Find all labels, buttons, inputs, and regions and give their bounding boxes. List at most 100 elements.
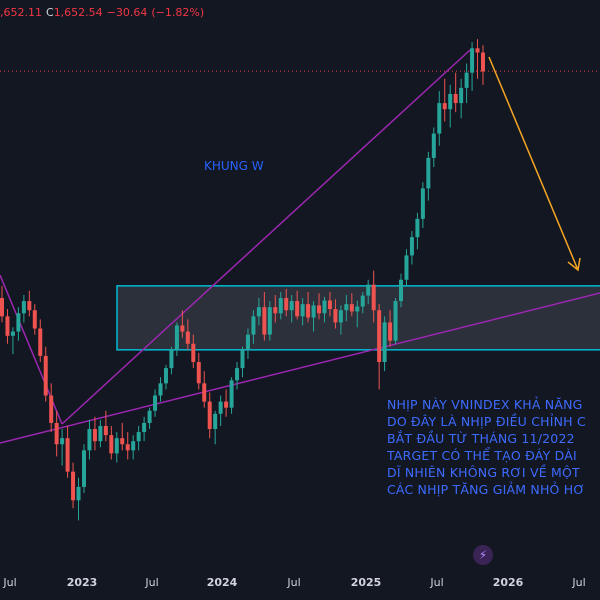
close-label: C xyxy=(46,6,54,19)
candle-body xyxy=(43,355,48,396)
candle-body xyxy=(16,313,21,332)
note-line: DĨ NHIÊN KHÔNG RƠI VỀ MỘT xyxy=(387,465,580,480)
candle-body xyxy=(382,322,387,363)
candle-body xyxy=(355,306,360,312)
change-percent: (−1.82%) xyxy=(151,6,205,19)
note-line: TARGET CÓ THỂ TẠO ĐÁY DÀI xyxy=(387,448,577,463)
candle-body xyxy=(142,422,147,433)
x-tick-label: Jul xyxy=(572,576,586,589)
candle-body xyxy=(98,425,103,442)
candle-body xyxy=(196,362,201,384)
candle-body xyxy=(229,380,234,408)
candle-body xyxy=(218,401,223,414)
ohlc-readout: ,652.11 C1,652.54 −30.64 (−1.82%) xyxy=(0,6,208,19)
x-tick-label: Jul xyxy=(287,576,301,589)
candle-body xyxy=(256,307,261,317)
candle-body xyxy=(125,444,130,451)
candle-body xyxy=(71,471,76,501)
candle-body xyxy=(377,310,382,363)
candle-body xyxy=(300,304,305,317)
candle-body xyxy=(470,48,475,73)
candle-body xyxy=(393,301,398,341)
candle-body xyxy=(32,310,37,329)
candle-body xyxy=(437,103,442,134)
x-tick-label: 2024 xyxy=(206,576,238,589)
candle-body xyxy=(103,425,108,436)
candle-body xyxy=(169,349,174,369)
projection-arrowhead xyxy=(567,257,581,272)
candle-body xyxy=(0,298,4,317)
candle-body xyxy=(240,349,245,369)
candle-body xyxy=(191,343,196,363)
candle-body xyxy=(409,237,414,256)
candle-body xyxy=(481,52,485,72)
candle-body xyxy=(158,383,163,396)
candle-body xyxy=(360,295,365,307)
candle-body xyxy=(5,316,10,336)
candle-body xyxy=(475,48,480,53)
lightning-icon[interactable]: ⚡ xyxy=(473,545,493,565)
candle-body xyxy=(76,486,81,501)
candle-body xyxy=(327,300,332,310)
candle-body xyxy=(180,325,185,332)
note-line: DO ĐÂY LÀ NHỊP ĐIỀU CHỈNH C xyxy=(387,414,586,429)
candle-body xyxy=(366,284,371,296)
candle-body xyxy=(289,301,294,311)
candle-body xyxy=(338,310,343,323)
candle-body xyxy=(60,438,65,445)
x-tick-label: Jul xyxy=(145,576,159,589)
candle-body xyxy=(207,401,212,430)
rising-trendline xyxy=(61,49,471,425)
candle-body xyxy=(311,305,316,318)
candle-body xyxy=(65,438,70,472)
candle-body xyxy=(174,325,179,350)
candle-body xyxy=(224,401,229,408)
candle-body xyxy=(459,87,464,104)
candle-body xyxy=(267,307,272,335)
candle-body xyxy=(114,438,119,454)
candle-body xyxy=(453,93,458,104)
candle-body xyxy=(284,298,289,311)
candle-body xyxy=(245,334,250,350)
candle-body xyxy=(27,301,32,311)
candle-body xyxy=(87,429,92,451)
candle-body xyxy=(442,103,447,110)
candle-body xyxy=(163,368,168,384)
candle-body xyxy=(202,383,207,402)
support-trendline xyxy=(0,292,600,444)
candle-body xyxy=(131,441,136,451)
candle-body xyxy=(109,435,114,454)
note-line: BẮT ĐẦU TỪ THÁNG 11/2022 xyxy=(387,431,575,446)
candle-body xyxy=(317,305,322,314)
candle-body xyxy=(420,188,425,219)
close-value: 1,652.54 xyxy=(53,6,103,19)
projection-arrow xyxy=(488,56,579,271)
candle-body xyxy=(81,450,86,487)
candle-body xyxy=(147,410,152,423)
candle-body xyxy=(448,93,453,110)
candle-body xyxy=(404,255,409,280)
x-tick-label: 2023 xyxy=(66,576,98,589)
x-tick-label: 2026 xyxy=(492,576,524,589)
candle-body xyxy=(371,284,376,311)
candle-body xyxy=(388,322,393,341)
candle-body xyxy=(185,331,190,344)
candle-body xyxy=(426,157,431,189)
candle-body xyxy=(431,133,436,158)
analysis-note[interactable]: NHỊP NÀY VNINDEX KHẢ NĂNG DO ĐÂY LÀ NHỊP… xyxy=(387,396,600,498)
candle-body xyxy=(399,279,404,302)
candle-body xyxy=(333,309,338,323)
timeframe-label[interactable]: KHUNG W xyxy=(204,159,264,173)
candle-body xyxy=(464,72,469,88)
candle-body xyxy=(322,300,327,314)
candle-body xyxy=(415,218,420,238)
candle-body xyxy=(295,301,300,317)
candle-body xyxy=(213,413,218,430)
candle-body xyxy=(235,368,240,381)
note-line: NHỊP NÀY VNINDEX KHẢ NĂNG xyxy=(387,397,583,412)
candle-body xyxy=(54,422,59,445)
candle-body xyxy=(306,304,311,318)
x-tick-label: Jul xyxy=(3,576,17,589)
candle-body xyxy=(153,395,158,411)
